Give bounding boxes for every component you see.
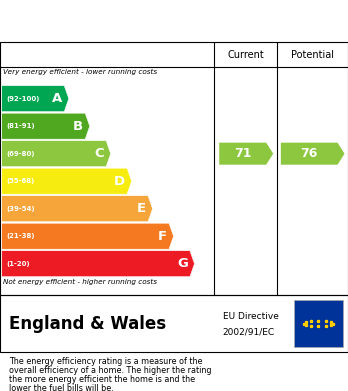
Text: F: F <box>158 230 167 243</box>
Text: (21-38): (21-38) <box>6 233 34 239</box>
Text: E: E <box>137 202 146 215</box>
Text: B: B <box>73 120 83 133</box>
Text: (69-80): (69-80) <box>6 151 34 157</box>
Text: (39-54): (39-54) <box>6 206 34 212</box>
Text: 71: 71 <box>234 147 252 160</box>
Text: The energy efficiency rating is a measure of the: The energy efficiency rating is a measur… <box>9 357 202 366</box>
Text: D: D <box>114 175 125 188</box>
Text: Energy Efficiency Rating: Energy Efficiency Rating <box>9 13 230 29</box>
Polygon shape <box>2 113 90 139</box>
Text: A: A <box>52 92 62 105</box>
Text: 76: 76 <box>301 147 318 160</box>
Text: lower the fuel bills will be.: lower the fuel bills will be. <box>9 384 113 391</box>
Text: Not energy efficient - higher running costs: Not energy efficient - higher running co… <box>3 279 157 285</box>
Text: (1-20): (1-20) <box>6 261 30 267</box>
Text: England & Wales: England & Wales <box>9 314 166 333</box>
Text: 2002/91/EC: 2002/91/EC <box>223 328 275 337</box>
Text: G: G <box>177 257 188 270</box>
Text: (92-100): (92-100) <box>6 96 39 102</box>
Polygon shape <box>281 143 345 165</box>
Text: (81-91): (81-91) <box>6 123 34 129</box>
Text: Very energy efficient - lower running costs: Very energy efficient - lower running co… <box>3 69 157 75</box>
Polygon shape <box>2 86 69 112</box>
Polygon shape <box>2 223 174 249</box>
Polygon shape <box>219 143 273 165</box>
Bar <box>294 300 343 347</box>
Text: overall efficiency of a home. The higher the rating: overall efficiency of a home. The higher… <box>9 366 211 375</box>
Text: Current: Current <box>227 50 264 59</box>
Text: (55-68): (55-68) <box>6 178 34 184</box>
Polygon shape <box>2 141 111 167</box>
Polygon shape <box>2 168 132 194</box>
Text: EU Directive: EU Directive <box>223 312 279 321</box>
Text: Potential: Potential <box>291 50 334 59</box>
Text: C: C <box>94 147 104 160</box>
Polygon shape <box>2 196 152 222</box>
Polygon shape <box>2 251 195 277</box>
Text: the more energy efficient the home is and the: the more energy efficient the home is an… <box>9 375 195 384</box>
